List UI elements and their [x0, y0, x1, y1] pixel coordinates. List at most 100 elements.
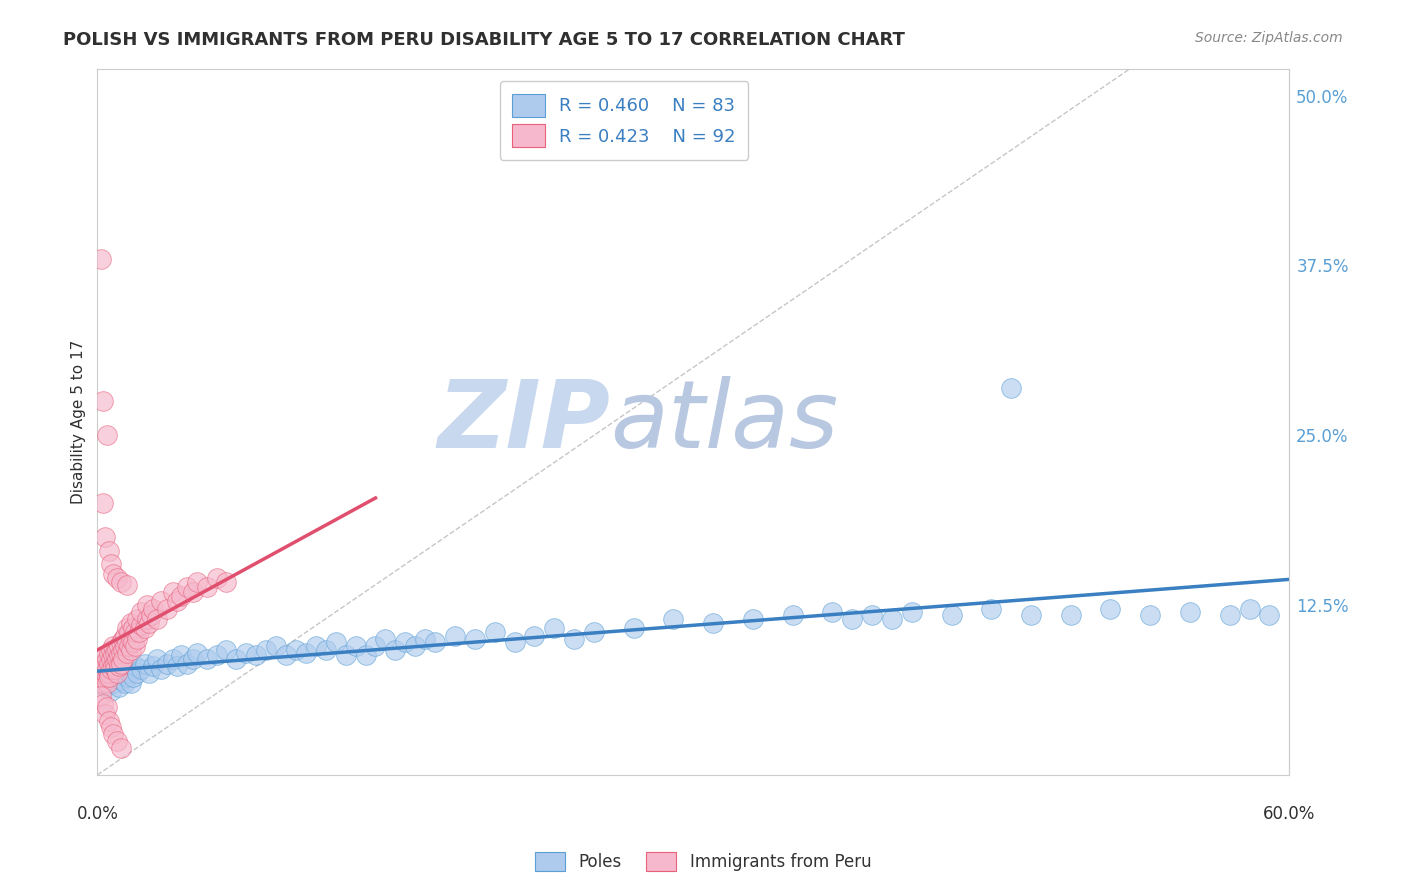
Point [91, 394, 114, 409]
Point [125, 666, 148, 681]
Point [413, 632, 436, 646]
Point [90, 659, 112, 673]
Point [104, 646, 127, 660]
Point [129, 605, 152, 619]
Point [464, 632, 486, 646]
Point [105, 571, 128, 585]
Point [176, 657, 198, 671]
Point [484, 625, 506, 640]
Point [98, 673, 121, 687]
Point [98, 666, 121, 681]
Point [134, 621, 156, 635]
Point [112, 632, 135, 646]
Point [142, 659, 165, 673]
Point [110, 574, 132, 589]
Point [662, 612, 685, 626]
Point [205, 571, 228, 585]
Point [562, 632, 585, 646]
Point [543, 621, 565, 635]
Point [245, 648, 267, 663]
Point [374, 632, 396, 646]
Point [98, 714, 121, 728]
Point [114, 639, 136, 653]
Point [1000, 381, 1022, 395]
Point [364, 639, 387, 653]
Text: POLISH VS IMMIGRANTS FROM PERU DISABILITY AGE 5 TO 17 CORRELATION CHART: POLISH VS IMMIGRANTS FROM PERU DISABILIT… [63, 31, 905, 49]
Point [384, 643, 406, 657]
Point [423, 635, 446, 649]
Point [110, 657, 132, 671]
Point [1099, 602, 1122, 616]
Point [582, 625, 605, 640]
Point [1060, 607, 1083, 622]
Point [195, 652, 218, 666]
Point [112, 652, 135, 666]
Point [162, 652, 184, 666]
Point [94, 680, 117, 694]
Point [90, 689, 112, 703]
Point [94, 657, 117, 671]
Point [114, 629, 136, 643]
Point [181, 652, 204, 666]
Point [186, 646, 208, 660]
Point [162, 584, 184, 599]
Point [138, 615, 160, 630]
Point [444, 629, 467, 643]
Point [108, 639, 131, 653]
Point [181, 584, 204, 599]
Point [1139, 607, 1161, 622]
Point [94, 530, 117, 544]
Point [295, 646, 318, 660]
Point [702, 615, 724, 630]
Point [118, 666, 141, 681]
Point [125, 612, 148, 626]
Point [94, 666, 117, 681]
Point [96, 652, 118, 666]
Point [166, 659, 188, 673]
Point [115, 578, 138, 592]
Point [118, 639, 141, 653]
Point [105, 734, 128, 748]
Point [149, 594, 172, 608]
Point [125, 632, 148, 646]
Point [166, 594, 188, 608]
Point [115, 670, 138, 684]
Point [103, 727, 125, 741]
Point [315, 643, 337, 657]
Point [112, 643, 135, 657]
Point [129, 618, 152, 632]
Point [100, 720, 122, 734]
Point [120, 615, 142, 630]
Point [98, 543, 121, 558]
Point [103, 648, 125, 663]
Point [91, 698, 114, 712]
Point [94, 706, 117, 721]
Point [136, 598, 159, 612]
Point [170, 589, 193, 603]
Point [100, 558, 122, 572]
Point [104, 657, 127, 671]
Point [134, 657, 156, 671]
Point [821, 605, 844, 619]
Point [89, 670, 111, 684]
Point [841, 612, 863, 626]
Point [108, 680, 131, 694]
Point [1178, 605, 1201, 619]
Point [120, 643, 142, 657]
Point [110, 646, 132, 660]
Point [120, 632, 142, 646]
Point [103, 659, 125, 673]
Text: 0.0%: 0.0% [76, 805, 118, 823]
Point [142, 602, 165, 616]
Point [104, 662, 127, 676]
Point [235, 646, 257, 660]
Point [94, 648, 117, 663]
Point [103, 639, 125, 653]
Point [128, 625, 150, 640]
Point [115, 621, 138, 635]
Point [344, 639, 367, 653]
Point [122, 621, 145, 635]
Point [105, 670, 128, 684]
Text: Source: ZipAtlas.com: Source: ZipAtlas.com [1195, 31, 1343, 45]
Point [124, 659, 146, 673]
